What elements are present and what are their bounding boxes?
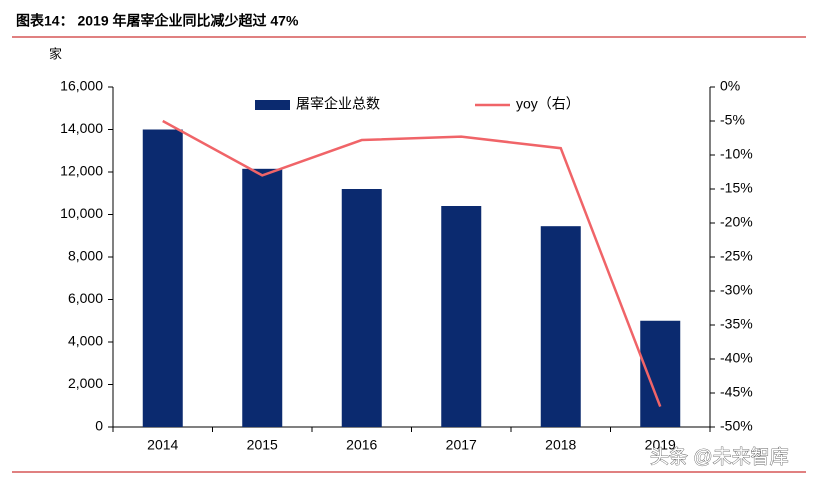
bar bbox=[142, 129, 183, 427]
y-axis-label: 家 bbox=[49, 46, 62, 61]
x-tick-label: 2017 bbox=[446, 437, 477, 453]
legend-label: 屠宰企业总数 bbox=[296, 96, 380, 112]
y2-tick-label: -20% bbox=[720, 214, 753, 230]
y2-tick-label: -15% bbox=[720, 180, 753, 196]
chart-title: 图表14： 2019 年屠宰企业同比减少超过 47% bbox=[16, 13, 299, 29]
y-tick-label: 8,000 bbox=[68, 248, 103, 264]
y2-tick-label: -5% bbox=[720, 112, 745, 128]
x-tick-label: 2018 bbox=[545, 437, 576, 453]
watermark: 头条 @未来智库 bbox=[650, 446, 789, 468]
y2-tick-label: -25% bbox=[720, 248, 753, 264]
y-tick-label: 10,000 bbox=[60, 205, 103, 221]
y2-tick-label: -40% bbox=[720, 350, 753, 366]
x-tick-label: 2014 bbox=[147, 437, 178, 453]
x-tick-label: 2016 bbox=[346, 437, 377, 453]
legend-label: yoy（右） bbox=[516, 96, 580, 112]
y2-tick-label: -45% bbox=[720, 384, 753, 400]
y2-tick-label: -30% bbox=[720, 282, 753, 298]
bar bbox=[640, 320, 681, 427]
y-tick-label: 6,000 bbox=[68, 290, 103, 306]
line bbox=[162, 119, 662, 408]
y-tick-label: 12,000 bbox=[60, 163, 103, 179]
bar bbox=[341, 189, 382, 427]
y2-tick-label: 0% bbox=[720, 78, 740, 94]
y-tick-label: 14,000 bbox=[60, 120, 103, 136]
legend-swatch bbox=[255, 100, 290, 110]
y-tick-label: 4,000 bbox=[68, 333, 103, 349]
x-tick-label: 2015 bbox=[247, 437, 278, 453]
y-tick-label: 0 bbox=[95, 418, 103, 434]
y2-tick-label: -10% bbox=[720, 146, 753, 162]
x-tick-label: 2019 bbox=[645, 437, 676, 453]
y2-tick-label: -35% bbox=[720, 316, 753, 332]
bar bbox=[242, 168, 283, 427]
y-tick-label: 16,000 bbox=[60, 78, 103, 94]
bar bbox=[441, 206, 482, 427]
bar bbox=[540, 226, 581, 427]
y-tick-label: 2,000 bbox=[68, 375, 103, 391]
y2-tick-label: -50% bbox=[720, 418, 753, 434]
